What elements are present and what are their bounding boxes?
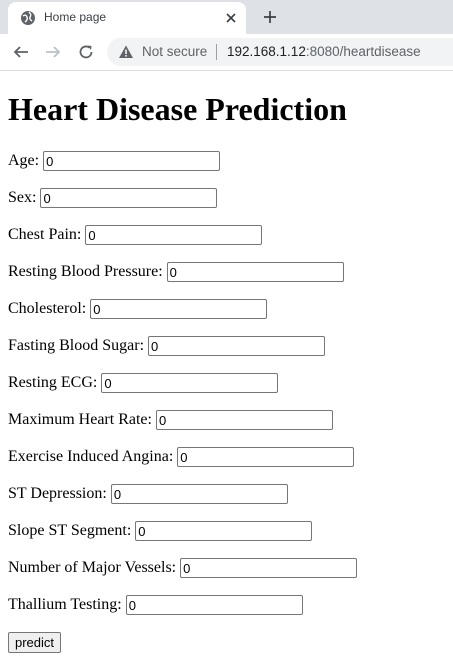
thallium-testing-input[interactable] xyxy=(125,595,303,615)
field-sex: Sex: xyxy=(8,187,218,209)
field-label: Thallium Testing: xyxy=(8,596,122,613)
address-separator xyxy=(216,44,217,60)
field-resting-ecg: Resting ECG: xyxy=(8,372,279,394)
exercise-induced-angina-input[interactable] xyxy=(177,447,355,467)
field-slope-st-segment: Slope ST Segment: xyxy=(8,520,313,542)
warning-icon[interactable] xyxy=(118,44,134,60)
sex-input[interactable] xyxy=(40,188,218,208)
back-arrow-icon[interactable] xyxy=(12,43,30,61)
field-thallium-testing: Thallium Testing: xyxy=(8,594,303,616)
url-host: 192.168.1.12 xyxy=(227,44,306,59)
field-label: Sex: xyxy=(8,189,37,206)
field-label: Slope ST Segment: xyxy=(8,522,132,539)
field-label: Resting ECG: xyxy=(8,374,98,391)
field-age: Age: xyxy=(8,150,221,172)
page-content: Heart Disease Prediction Age: Sex: Chest… xyxy=(0,71,453,663)
resting-blood-pressure-input[interactable] xyxy=(166,262,344,282)
page-title: Heart Disease Prediction xyxy=(8,91,347,127)
field-label: Number of Major Vessels: xyxy=(8,559,177,576)
field-label: Exercise Induced Angina: xyxy=(8,448,174,465)
field-chest-pain: Chest Pain: xyxy=(8,224,263,246)
forward-arrow-icon[interactable] xyxy=(44,43,62,61)
new-tab-icon[interactable] xyxy=(262,9,278,25)
age-input[interactable] xyxy=(43,151,221,171)
field-st-depression: ST Depression: xyxy=(8,483,288,505)
globe-icon xyxy=(21,11,35,25)
field-number-of-major-vessels: Number of Major Vessels: xyxy=(8,557,358,579)
field-label: Cholesterol: xyxy=(8,300,87,317)
address-bar[interactable]: Not secure 192.168.1.12:8080/heartdiseas… xyxy=(107,38,453,66)
tab-title: Home page xyxy=(44,10,107,24)
field-cholesterol: Cholesterol: xyxy=(8,298,268,320)
field-label: ST Depression: xyxy=(8,485,107,502)
field-maximum-heart-rate: Maximum Heart Rate: xyxy=(8,409,333,431)
close-icon[interactable] xyxy=(223,10,239,26)
security-status[interactable]: Not secure xyxy=(142,44,208,59)
url-text[interactable]: 192.168.1.12:8080/heartdisease xyxy=(227,44,421,59)
maximum-heart-rate-input[interactable] xyxy=(155,410,333,430)
field-label: Resting Blood Pressure: xyxy=(8,263,163,280)
field-label: Chest Pain: xyxy=(8,226,82,243)
url-path: :8080/heartdisease xyxy=(305,44,421,59)
st-depression-input[interactable] xyxy=(110,484,288,504)
field-fasting-blood-sugar: Fasting Blood Sugar: xyxy=(8,335,326,357)
field-exercise-induced-angina: Exercise Induced Angina: xyxy=(8,446,355,468)
browser-toolbar: Not secure 192.168.1.12:8080/heartdiseas… xyxy=(0,34,453,71)
field-label: Age: xyxy=(8,152,40,169)
resting-ecg-input[interactable] xyxy=(101,373,279,393)
chest-pain-input[interactable] xyxy=(85,225,263,245)
cholesterol-input[interactable] xyxy=(90,299,268,319)
field-resting-blood-pressure: Resting Blood Pressure: xyxy=(8,261,344,283)
number-of-major-vessels-input[interactable] xyxy=(180,558,358,578)
predict-button[interactable]: predict xyxy=(8,632,62,653)
fasting-blood-sugar-input[interactable] xyxy=(148,336,326,356)
field-label: Maximum Heart Rate: xyxy=(8,411,152,428)
field-label: Fasting Blood Sugar: xyxy=(8,337,145,354)
tab-strip: Home page xyxy=(0,0,453,34)
reload-icon[interactable] xyxy=(77,43,95,61)
browser-tab[interactable]: Home page xyxy=(8,2,246,34)
slope-st-segment-input[interactable] xyxy=(135,521,313,541)
